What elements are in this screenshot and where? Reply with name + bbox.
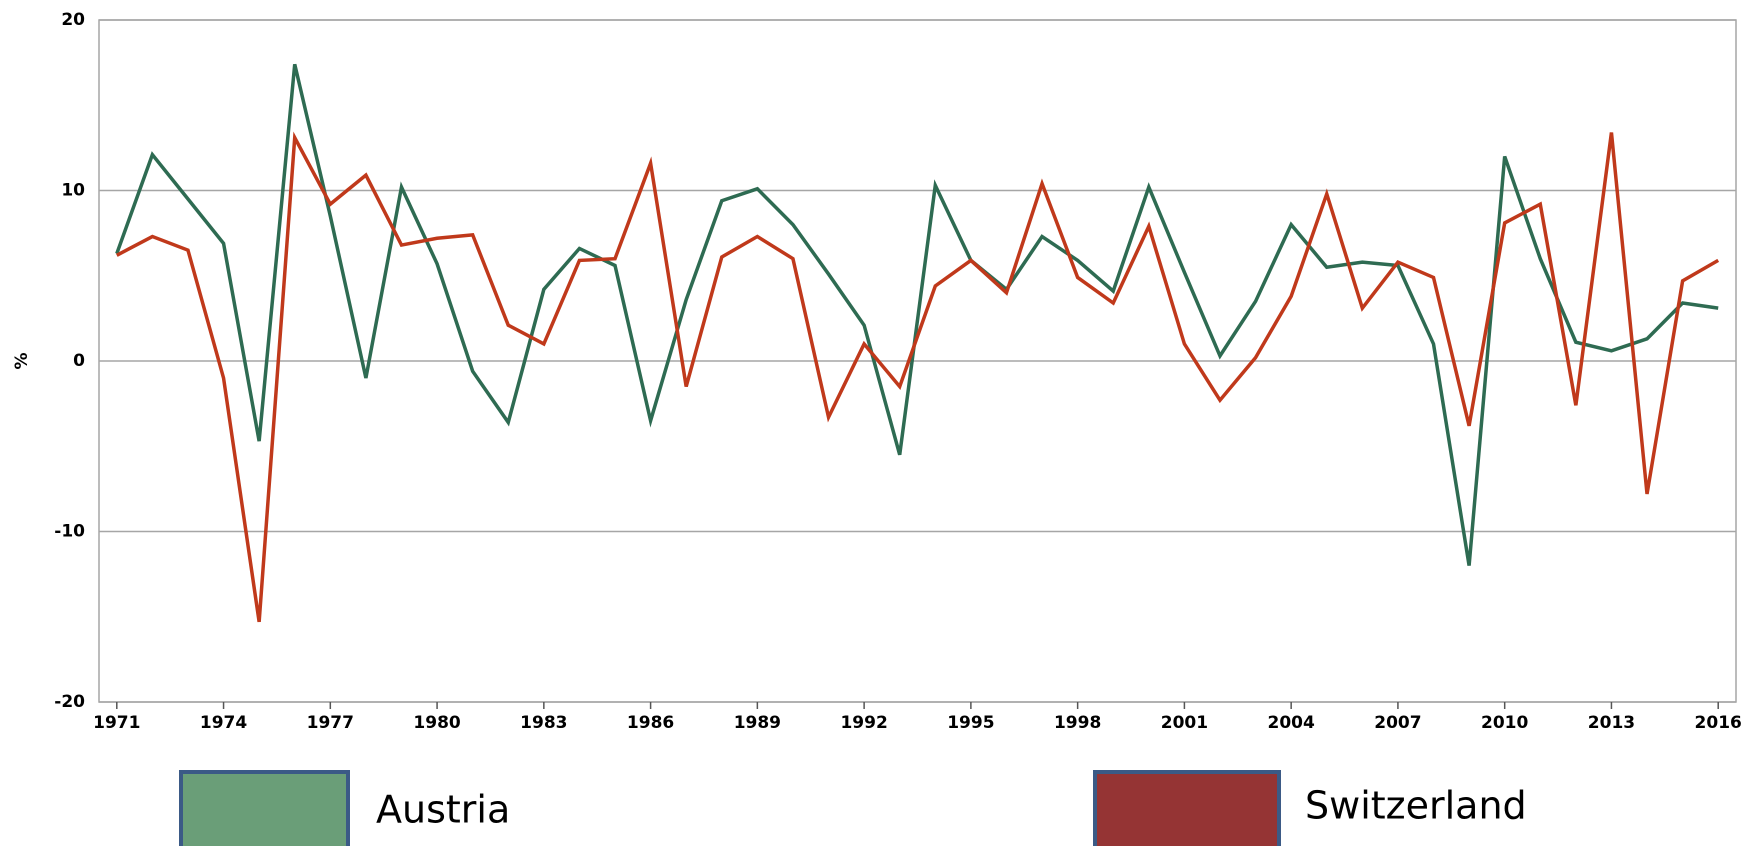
x-tick-label: 1980 [413, 713, 460, 733]
x-tick-label: 2004 [1267, 713, 1314, 733]
y-axis-label: % [12, 352, 32, 369]
x-tick-label: 1983 [520, 713, 567, 733]
x-tick-label: 2013 [1588, 713, 1635, 733]
y-tick-label: 10 [61, 181, 85, 201]
x-tick-label: 1989 [734, 713, 781, 733]
x-tick-label: 1971 [93, 713, 140, 733]
x-tick-label: 2007 [1374, 713, 1421, 733]
x-tick-label: 1995 [947, 713, 994, 733]
plot-frame [98, 19, 1737, 703]
x-tick-label: 2001 [1161, 713, 1208, 733]
legend-swatch [179, 770, 350, 846]
line-series [115, 63, 1719, 566]
x-tick-label: 1992 [840, 713, 887, 733]
x-tick-label: 1974 [200, 713, 247, 733]
legend-swatch [1093, 770, 1281, 846]
x-tick-label: 2010 [1481, 713, 1528, 733]
x-tick-label: 2016 [1695, 713, 1742, 733]
y-tick-label: -10 [54, 522, 85, 542]
legend-label: Switzerland [1305, 784, 1527, 828]
x-tick-label: 1998 [1054, 713, 1101, 733]
y-tick-label: 0 [73, 351, 85, 371]
x-tick-label: 1986 [627, 713, 674, 733]
y-tick-label: 20 [61, 10, 85, 30]
line-series [115, 131, 1720, 623]
y-tick-label: -20 [54, 692, 85, 712]
legend-label: Austria [376, 788, 510, 832]
x-tick-label: 1977 [307, 713, 354, 733]
